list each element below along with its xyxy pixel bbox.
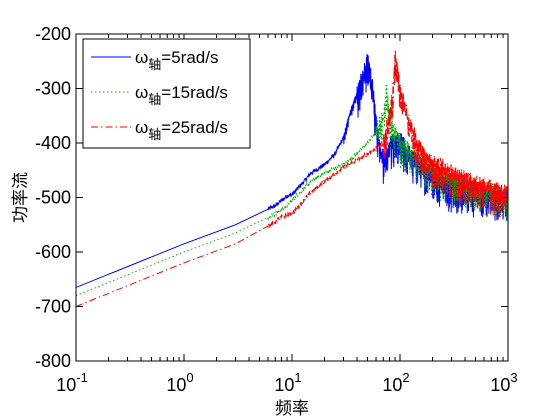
- y-axis-title: 功率流: [11, 172, 30, 223]
- x-axis-title: 频率: [275, 399, 309, 418]
- y-tick-label: -800: [35, 351, 71, 371]
- axes: 10-1 100 101 102 103 -200 -300 -400 -500 -600 -700…: [35, 24, 518, 395]
- y-tick-label: -600: [35, 242, 71, 262]
- x-tick-label: 100: [166, 370, 193, 395]
- x-tick-label: 103: [490, 370, 517, 395]
- y-tick-label: -700: [35, 297, 71, 317]
- y-tick-label: -300: [35, 79, 71, 99]
- legend-entry-1: ω轴=5rad/s: [135, 48, 218, 72]
- y-tick-label: -500: [35, 188, 71, 208]
- y-tick-label: -200: [35, 24, 71, 44]
- series-line-3: [75, 49, 509, 307]
- legend-entry-2: ω轴=15rad/s: [135, 83, 228, 107]
- x-tick-label: 101: [274, 370, 301, 395]
- legend: ω轴=5rad/s ω轴=15rad/s ω轴=25rad/s: [82, 38, 251, 149]
- plot-area: [75, 49, 509, 307]
- legend-entry-3: ω轴=25rad/s: [135, 118, 228, 142]
- x-tick-label: 10-1: [56, 370, 88, 395]
- x-tick-label: 102: [382, 370, 409, 395]
- y-tick-label: -400: [35, 133, 71, 153]
